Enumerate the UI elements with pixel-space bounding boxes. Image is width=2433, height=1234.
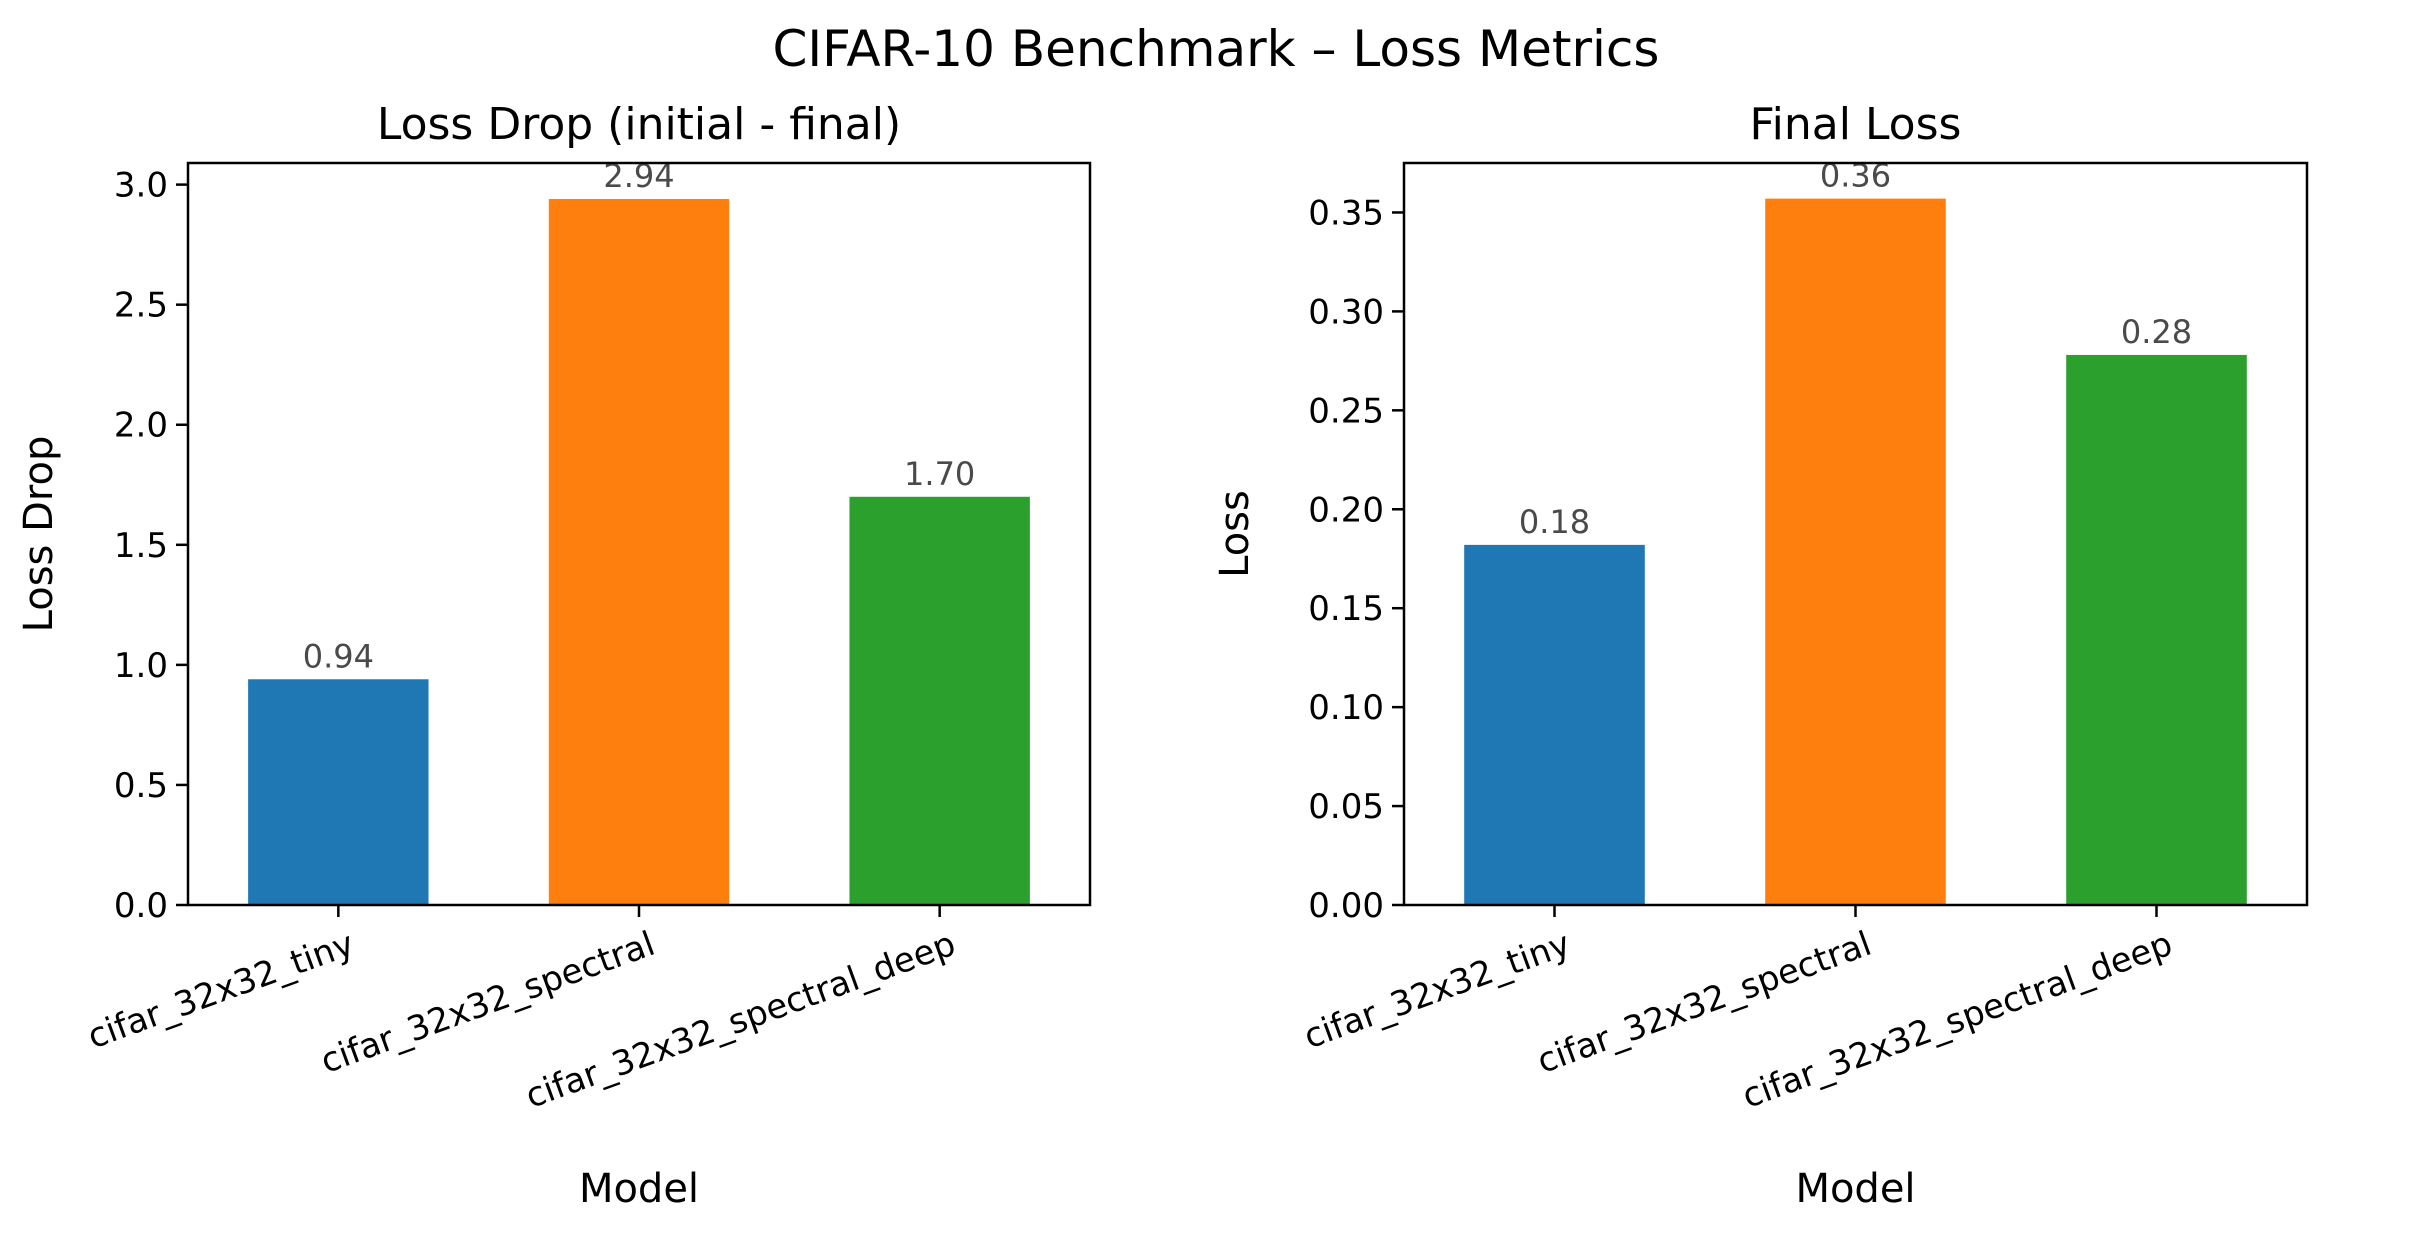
chart-title: Final Loss <box>1750 99 1962 150</box>
final-loss-chart: 0.180.360.280.000.050.100.150.200.250.30… <box>1212 99 2309 1212</box>
y-tick-label: 1.5 <box>114 526 168 566</box>
y-tick-label: 0.0 <box>114 886 168 926</box>
figure-title: CIFAR-10 Benchmark – Loss Metrics <box>773 20 1660 78</box>
bar-cifar_32x32_tiny <box>248 679 429 905</box>
bar-cifar_32x32_spectral <box>1765 198 1946 906</box>
y-tick-label: 0.35 <box>1308 193 1384 233</box>
y-tick-label: 2.5 <box>114 286 168 326</box>
loss-drop-chart: 0.942.941.700.00.51.01.52.02.53.0cifar_3… <box>16 99 1092 1212</box>
bar-cifar_32x32_spectral_deep <box>2066 354 2247 905</box>
y-tick-label: 2.0 <box>114 406 168 446</box>
y-tick-label: 3.0 <box>114 166 168 206</box>
data-label: 0.94 <box>303 637 374 675</box>
y-tick-label: 0.15 <box>1308 589 1384 629</box>
y-axis-label: Loss <box>1212 490 1258 578</box>
y-tick-label: 0.10 <box>1308 688 1384 728</box>
y-tick-label: 0.05 <box>1308 787 1384 827</box>
data-label: 0.18 <box>1519 503 1590 541</box>
y-tick-label: 0.5 <box>114 766 168 806</box>
y-tick-label: 0.30 <box>1308 292 1384 332</box>
y-tick-label: 0.00 <box>1308 886 1384 926</box>
chart-title: Loss Drop (initial - final) <box>377 99 901 150</box>
bar-cifar_32x32_spectral_deep <box>849 496 1030 905</box>
y-tick-label: 1.0 <box>114 646 168 686</box>
x-tick-label: cifar_32x32_tiny <box>1299 924 1576 1057</box>
y-tick-label: 0.25 <box>1308 391 1384 431</box>
x-axis-label: Model <box>579 1166 699 1212</box>
y-tick-label: 0.20 <box>1308 490 1384 530</box>
y-axis-label: Loss Drop <box>16 436 62 633</box>
bar-cifar_32x32_spectral <box>548 199 730 906</box>
data-label: 1.70 <box>904 455 975 493</box>
data-label: 0.28 <box>2121 313 2192 351</box>
bar-cifar_32x32_tiny <box>1464 544 1645 905</box>
x-axis-label: Model <box>1795 1166 1915 1212</box>
x-tick-label: cifar_32x32_tiny <box>83 924 360 1057</box>
